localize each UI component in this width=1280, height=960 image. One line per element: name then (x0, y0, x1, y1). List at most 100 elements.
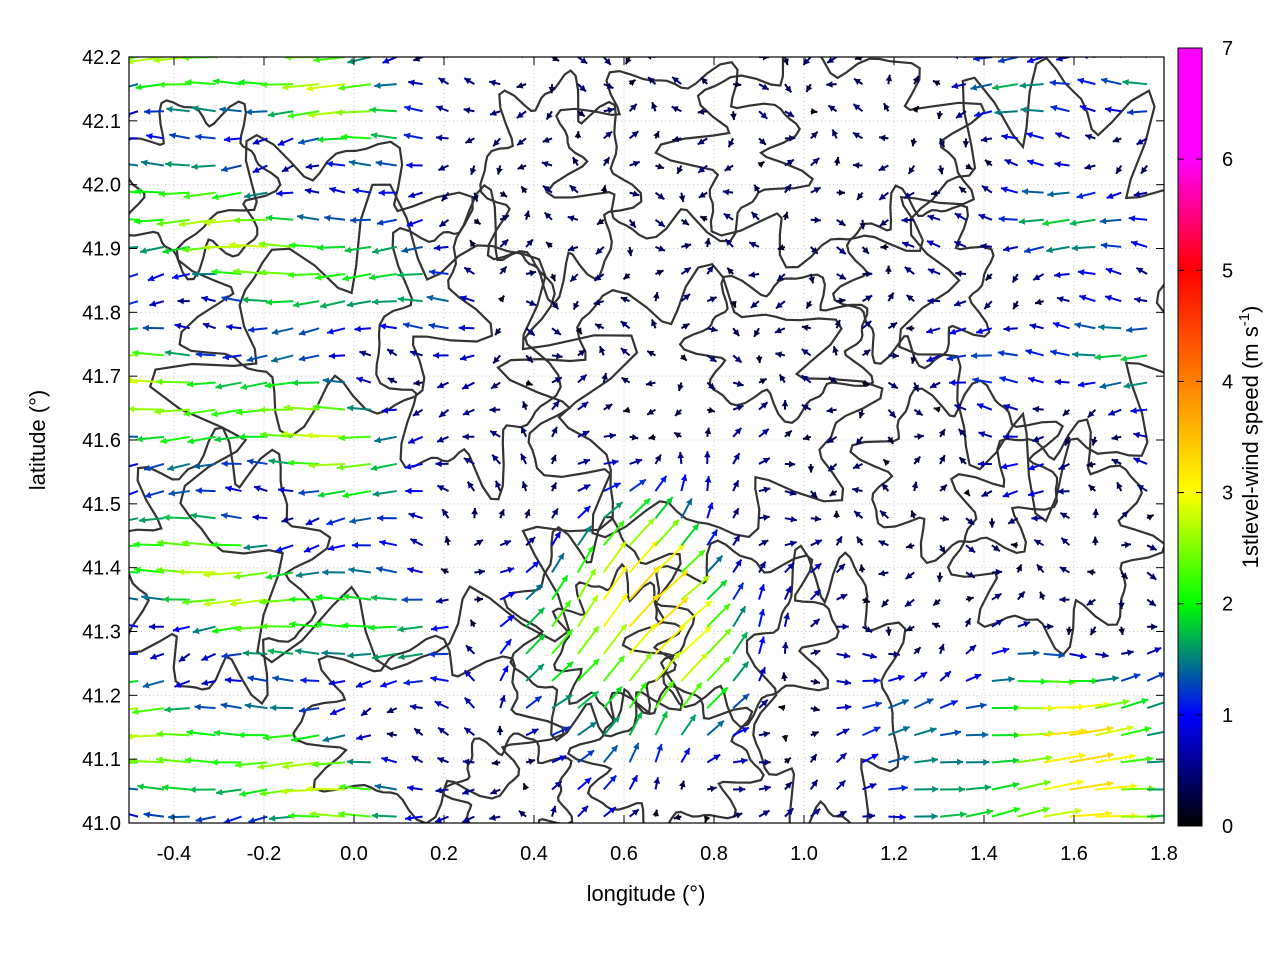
wind-arrow (861, 246, 870, 255)
wind-arrow (470, 165, 477, 176)
wind-arrow (381, 756, 398, 764)
wind-arrow (1136, 137, 1148, 146)
wind-arrow (129, 544, 139, 547)
wind-arrow (938, 643, 945, 655)
wind-arrow (225, 485, 242, 493)
wind-arrow (516, 82, 527, 89)
wind-arrow (991, 568, 1003, 576)
wind-arrow (733, 81, 742, 88)
wind-arrow (1017, 621, 1031, 628)
wind-arrow (220, 702, 242, 710)
wind-arrow (243, 191, 268, 200)
wind-arrow (522, 782, 530, 791)
wind-arrow (675, 57, 682, 58)
wind-arrow (911, 481, 919, 492)
wind-arrow (351, 541, 371, 549)
contour-line (654, 57, 986, 269)
wind-arrow (758, 636, 766, 655)
wind-arrow (888, 813, 906, 821)
wind-arrow (732, 380, 744, 388)
wind-arrow (265, 214, 294, 222)
wind-arrow (596, 218, 605, 226)
wind-arrow (1087, 568, 1096, 576)
wind-arrow (499, 214, 510, 222)
wind-arrow (164, 706, 190, 713)
wind-arrow (551, 300, 560, 310)
wind-arrow (810, 730, 820, 738)
wind-arrow (1135, 266, 1148, 275)
wind-arrow (472, 57, 475, 58)
wind-arrow (810, 618, 821, 628)
wind-arrow (992, 83, 1018, 91)
wind-arrow (577, 349, 586, 357)
wind-arrow (1062, 408, 1071, 417)
wind-arrow (371, 652, 397, 661)
wind-arrow (707, 325, 718, 333)
wind-arrow (1086, 598, 1096, 607)
wind-arrow (186, 729, 216, 737)
wind-arrow (1027, 490, 1044, 497)
wind-arrow (463, 107, 475, 114)
wind-arrow (413, 727, 424, 737)
wind-arrow (132, 349, 164, 357)
wind-arrow (494, 327, 502, 336)
x-tick-label: 0.8 (700, 843, 728, 865)
wind-arrow (654, 623, 687, 655)
wind-arrow (862, 701, 882, 710)
wind-arrow (834, 319, 841, 329)
wind-arrow (289, 595, 320, 603)
terrain-contours (129, 57, 1164, 823)
wind-arrow (983, 300, 993, 310)
wind-arrow (886, 436, 894, 445)
wind-arrow (991, 731, 1021, 739)
wind-arrow (551, 376, 563, 384)
wind-arrow (1118, 599, 1125, 610)
wind-arrow (292, 300, 320, 308)
wind-arrow (755, 355, 763, 364)
wind-arrow (655, 163, 665, 170)
wind-arrow (991, 592, 1002, 601)
wind-arrow (259, 269, 294, 276)
wind-arrow (222, 353, 242, 361)
wind-arrow (858, 564, 866, 573)
wind-arrow (732, 427, 743, 438)
wind-arrow (1020, 106, 1044, 114)
x-tick-label: 0.2 (430, 843, 458, 865)
wind-arrow (784, 489, 797, 496)
wind-arrow (905, 294, 915, 302)
wind-arrow (1095, 724, 1134, 737)
wind-arrow (732, 631, 749, 655)
wind-arrow (440, 568, 449, 575)
wind-arrow (428, 650, 449, 658)
wind-arrow (653, 777, 661, 790)
wind-arrow (355, 680, 372, 688)
wind-arrow (577, 401, 589, 411)
wind-arrow (1146, 571, 1157, 581)
wind-arrow (802, 434, 812, 441)
wind-arrow (680, 266, 692, 275)
wind-arrow (338, 434, 371, 442)
wind-arrow (1017, 649, 1040, 657)
wind-arrow (603, 107, 615, 114)
wind-arrow (931, 622, 941, 629)
wind-arrow (577, 658, 600, 682)
wind-arrow (525, 663, 545, 682)
colorbar (1177, 47, 1203, 827)
wind-arrow (342, 273, 372, 282)
wind-arrow (438, 218, 450, 228)
wind-arrow (1016, 590, 1026, 601)
wind-arrow (259, 431, 294, 439)
wind-arrow (306, 785, 346, 793)
wind-arrow (862, 782, 877, 791)
wind-arrow (574, 131, 582, 139)
wind-arrow (401, 245, 423, 254)
wind-arrow (352, 187, 372, 194)
wind-arrow (549, 273, 557, 282)
wind-arrow (810, 589, 822, 601)
wind-arrow (1133, 431, 1148, 439)
wind-arrow (298, 354, 320, 362)
wind-arrow (211, 541, 242, 549)
wind-arrow (289, 241, 320, 249)
wind-arrow (270, 704, 294, 712)
